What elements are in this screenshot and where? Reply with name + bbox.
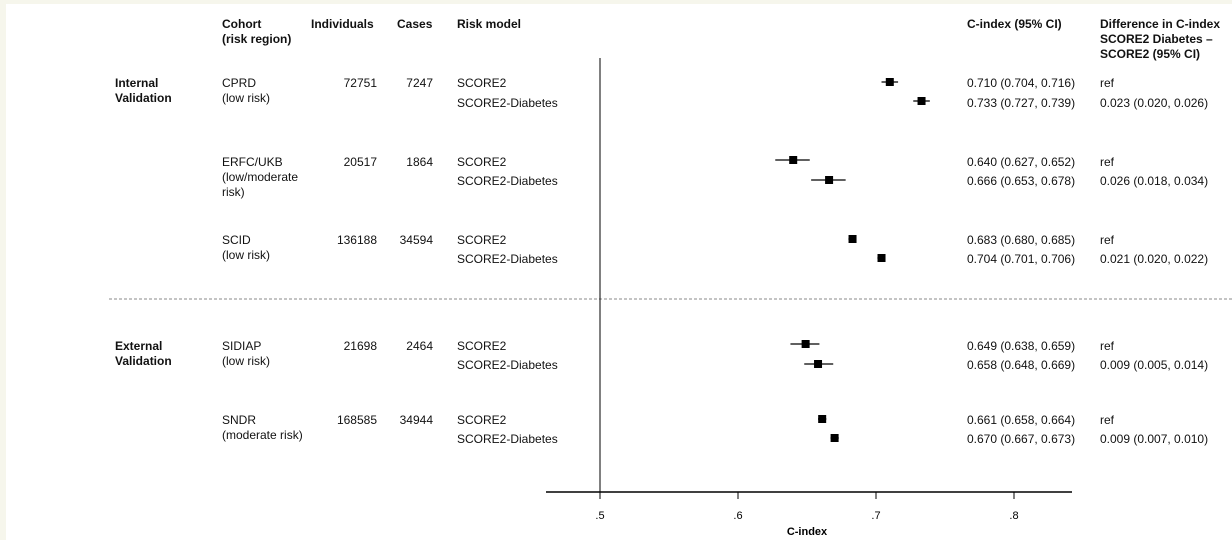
- x-tick-label: .8: [1009, 510, 1018, 522]
- row-diff: 0.023 (0.020, 0.026): [1100, 96, 1209, 110]
- group-internal-line2: Validation: [115, 91, 172, 105]
- point-estimate: [818, 415, 827, 423]
- cohort-individuals: 20517: [343, 155, 377, 169]
- point-estimate: [917, 97, 926, 105]
- cohort-region: (low/moderate: [222, 170, 299, 184]
- row-cindex: 0.710 (0.704, 0.716): [967, 76, 1076, 90]
- row-diff: 0.026 (0.018, 0.034): [1100, 174, 1209, 188]
- cohort-cases: 34944: [399, 413, 433, 427]
- row-diff: ref: [1100, 76, 1115, 90]
- group-external-line2: Validation: [115, 354, 172, 368]
- cohort-name: ERFC/UKB: [222, 155, 283, 169]
- row-model: SCORE2: [457, 233, 507, 247]
- point-estimate: [814, 360, 823, 368]
- group-external-line1: External: [115, 339, 163, 353]
- cohort-individuals: 168585: [336, 413, 377, 427]
- cohort-region: (low risk): [222, 248, 270, 262]
- x-axis-title: C-index: [787, 526, 828, 538]
- group-internal-line1: Internal: [115, 76, 159, 90]
- row-cindex: 0.661 (0.658, 0.664): [967, 413, 1076, 427]
- header-diff-line1: Difference in C-index: [1100, 17, 1221, 31]
- row-diff: 0.009 (0.005, 0.014): [1100, 358, 1209, 372]
- header-cohort: Cohort: [222, 17, 262, 31]
- header-cohort-sub: (risk region): [222, 32, 292, 46]
- row-cindex: 0.640 (0.627, 0.652): [967, 155, 1076, 169]
- row-cindex: 0.649 (0.638, 0.659): [967, 339, 1076, 353]
- point-estimate: [885, 78, 894, 86]
- cohort-individuals: 21698: [343, 339, 377, 353]
- cohort-individuals: 136188: [336, 233, 377, 247]
- cohort-region: (low risk): [222, 91, 270, 105]
- figure-panel: [6, 4, 1232, 540]
- cohort-region: (low risk): [222, 354, 270, 368]
- row-cindex: 0.683 (0.680, 0.685): [967, 233, 1076, 247]
- row-model: SCORE2-Diabetes: [457, 174, 558, 188]
- row-cindex: 0.670 (0.667, 0.673): [967, 432, 1076, 446]
- row-diff: 0.021 (0.020, 0.022): [1100, 252, 1209, 266]
- row-model: SCORE2: [457, 155, 507, 169]
- header-cindex: C-index (95% CI): [967, 17, 1062, 31]
- cohort-region: (moderate risk): [222, 428, 303, 442]
- row-model: SCORE2-Diabetes: [457, 252, 558, 266]
- header-cases: Cases: [397, 17, 433, 31]
- row-model: SCORE2: [457, 413, 507, 427]
- cohort-name: SCID: [222, 233, 251, 247]
- header-diff-line3: SCORE2 (95% CI): [1100, 47, 1201, 61]
- point-estimate: [801, 340, 810, 348]
- row-model: SCORE2-Diabetes: [457, 358, 558, 372]
- row-model: SCORE2: [457, 76, 507, 90]
- row-diff: ref: [1100, 413, 1115, 427]
- row-diff: ref: [1100, 155, 1115, 169]
- row-model: SCORE2: [457, 339, 507, 353]
- row-diff: ref: [1100, 339, 1115, 353]
- header-risk-model: Risk model: [457, 17, 522, 31]
- cohort-cases: 1864: [406, 155, 433, 169]
- cohort-name: SNDR: [222, 413, 257, 427]
- row-cindex: 0.704 (0.701, 0.706): [967, 252, 1076, 266]
- header-individuals: Individuals: [311, 17, 374, 31]
- row-cindex: 0.733 (0.727, 0.739): [967, 96, 1076, 110]
- row-cindex: 0.658 (0.648, 0.669): [967, 358, 1076, 372]
- cohort-cases: 34594: [399, 233, 433, 247]
- row-model: SCORE2-Diabetes: [457, 432, 558, 446]
- cohort-name: SIDIAP: [222, 339, 262, 353]
- row-model: SCORE2-Diabetes: [457, 96, 558, 110]
- row-diff: 0.009 (0.007, 0.010): [1100, 432, 1209, 446]
- cohort-cases: 7247: [406, 76, 433, 90]
- x-tick-label: .5: [595, 510, 604, 522]
- x-tick-label: .7: [871, 510, 880, 522]
- x-tick-label: .6: [733, 510, 742, 522]
- point-estimate: [825, 176, 834, 184]
- cohort-region-cont: risk): [222, 185, 245, 199]
- row-diff: ref: [1100, 233, 1115, 247]
- cohort-individuals: 72751: [343, 76, 377, 90]
- point-estimate: [877, 254, 886, 262]
- header-diff-line2: SCORE2 Diabetes –: [1100, 32, 1213, 46]
- point-estimate: [789, 156, 798, 164]
- cohort-name: CPRD: [222, 76, 257, 90]
- cohort-cases: 2464: [406, 339, 433, 353]
- row-cindex: 0.666 (0.653, 0.678): [967, 174, 1076, 188]
- point-estimate: [830, 434, 839, 442]
- point-estimate: [848, 235, 857, 243]
